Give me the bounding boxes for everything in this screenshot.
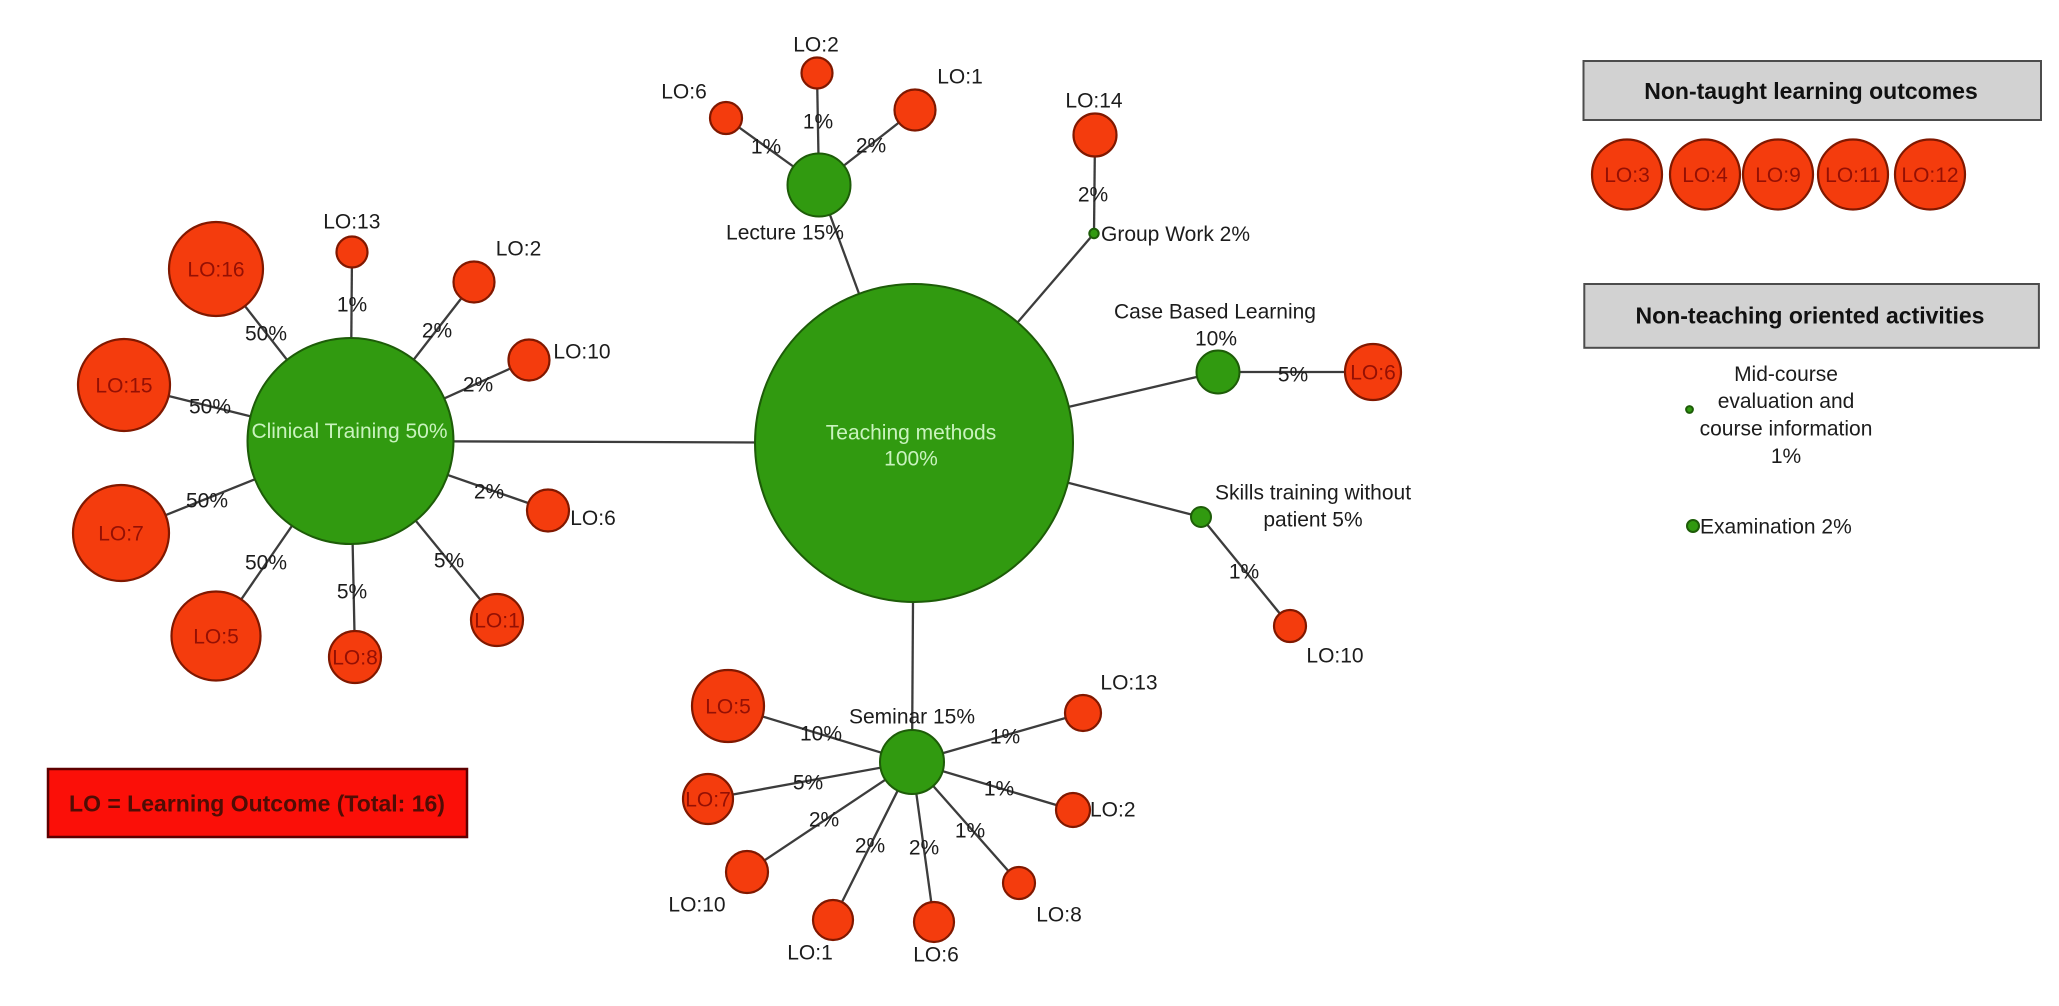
- svg-text:2%: 2%: [855, 834, 885, 857]
- svg-text:LO:13: LO:13: [323, 210, 380, 233]
- svg-text:Lecture 15%: Lecture 15%: [726, 221, 844, 244]
- svg-text:LO:14: LO:14: [1065, 89, 1123, 112]
- svg-text:1%: 1%: [337, 293, 367, 316]
- svg-text:2%: 2%: [909, 836, 939, 859]
- svg-text:2%: 2%: [422, 319, 452, 342]
- svg-text:5%: 5%: [434, 549, 464, 572]
- svg-text:LO:10: LO:10: [668, 893, 725, 916]
- svg-text:50%: 50%: [186, 489, 228, 512]
- svg-text:LO:1: LO:1: [474, 609, 520, 632]
- svg-text:Group Work 2%: Group Work 2%: [1101, 223, 1250, 246]
- svg-text:Seminar 15%: Seminar 15%: [849, 705, 975, 728]
- svg-text:2%: 2%: [1078, 183, 1108, 206]
- svg-text:LO:2: LO:2: [793, 33, 839, 56]
- svg-text:LO:13: LO:13: [1100, 671, 1157, 694]
- svg-text:LO:6: LO:6: [570, 507, 616, 530]
- svg-text:Non-taught learning outcomes: Non-taught learning outcomes: [1644, 78, 1978, 104]
- svg-text:50%: 50%: [189, 395, 231, 418]
- svg-text:LO:12: LO:12: [1901, 164, 1958, 187]
- svg-text:100%: 100%: [884, 447, 938, 470]
- svg-text:LO:2: LO:2: [496, 237, 542, 260]
- svg-text:LO:7: LO:7: [98, 522, 144, 545]
- svg-text:5%: 5%: [337, 580, 367, 603]
- svg-text:LO:8: LO:8: [332, 646, 378, 669]
- svg-text:LO:1: LO:1: [787, 941, 833, 964]
- svg-text:1%: 1%: [955, 819, 985, 842]
- svg-text:LO:10: LO:10: [553, 340, 610, 363]
- svg-text:LO:3: LO:3: [1604, 164, 1650, 187]
- svg-text:1%: 1%: [1771, 445, 1801, 468]
- svg-text:LO:5: LO:5: [193, 625, 239, 648]
- svg-text:LO:10: LO:10: [1306, 644, 1363, 667]
- svg-text:Case Based Learning: Case Based Learning: [1114, 300, 1316, 323]
- svg-text:LO:7: LO:7: [685, 788, 731, 811]
- svg-text:LO:15: LO:15: [95, 374, 152, 397]
- svg-text:2%: 2%: [809, 808, 839, 831]
- svg-text:Mid-course: Mid-course: [1734, 363, 1838, 386]
- svg-text:Clinical Training 50%: Clinical Training 50%: [251, 420, 447, 443]
- svg-text:Examination 2%: Examination 2%: [1700, 515, 1852, 538]
- svg-text:5%: 5%: [1278, 363, 1308, 386]
- svg-text:evaluation and: evaluation and: [1718, 390, 1855, 413]
- svg-text:LO:6: LO:6: [661, 80, 707, 103]
- svg-text:1%: 1%: [984, 777, 1014, 800]
- svg-text:course information: course information: [1700, 417, 1873, 440]
- svg-text:5%: 5%: [793, 771, 823, 794]
- svg-text:LO:2: LO:2: [1090, 798, 1136, 821]
- svg-text:LO:16: LO:16: [187, 258, 244, 281]
- svg-text:50%: 50%: [245, 551, 287, 574]
- svg-text:LO:6: LO:6: [913, 943, 959, 966]
- svg-text:LO:1: LO:1: [937, 65, 983, 88]
- svg-text:Non-teaching oriented activiti: Non-teaching oriented activities: [1636, 303, 1985, 329]
- svg-text:LO:8: LO:8: [1036, 903, 1082, 926]
- svg-text:1%: 1%: [990, 725, 1020, 748]
- svg-text:LO:5: LO:5: [705, 695, 751, 718]
- svg-text:LO:11: LO:11: [1825, 164, 1881, 187]
- svg-text:Teaching methods: Teaching methods: [826, 421, 996, 444]
- svg-text:LO = Learning Outcome (Total:: LO = Learning Outcome (Total: 16): [69, 791, 445, 817]
- svg-text:2%: 2%: [856, 134, 886, 157]
- svg-text:patient 5%: patient 5%: [1263, 508, 1362, 531]
- svg-text:2%: 2%: [463, 373, 493, 396]
- svg-text:1%: 1%: [751, 135, 781, 158]
- svg-text:LO:6: LO:6: [1350, 361, 1396, 384]
- svg-text:LO:4: LO:4: [1682, 164, 1728, 187]
- svg-text:1%: 1%: [1229, 560, 1259, 583]
- svg-text:LO:9: LO:9: [1755, 164, 1801, 187]
- svg-text:50%: 50%: [245, 322, 287, 345]
- svg-text:2%: 2%: [474, 480, 504, 503]
- svg-text:1%: 1%: [803, 110, 833, 133]
- svg-text:Skills training without: Skills training without: [1215, 481, 1411, 504]
- svg-text:10%: 10%: [800, 722, 842, 745]
- svg-text:10%: 10%: [1195, 327, 1237, 350]
